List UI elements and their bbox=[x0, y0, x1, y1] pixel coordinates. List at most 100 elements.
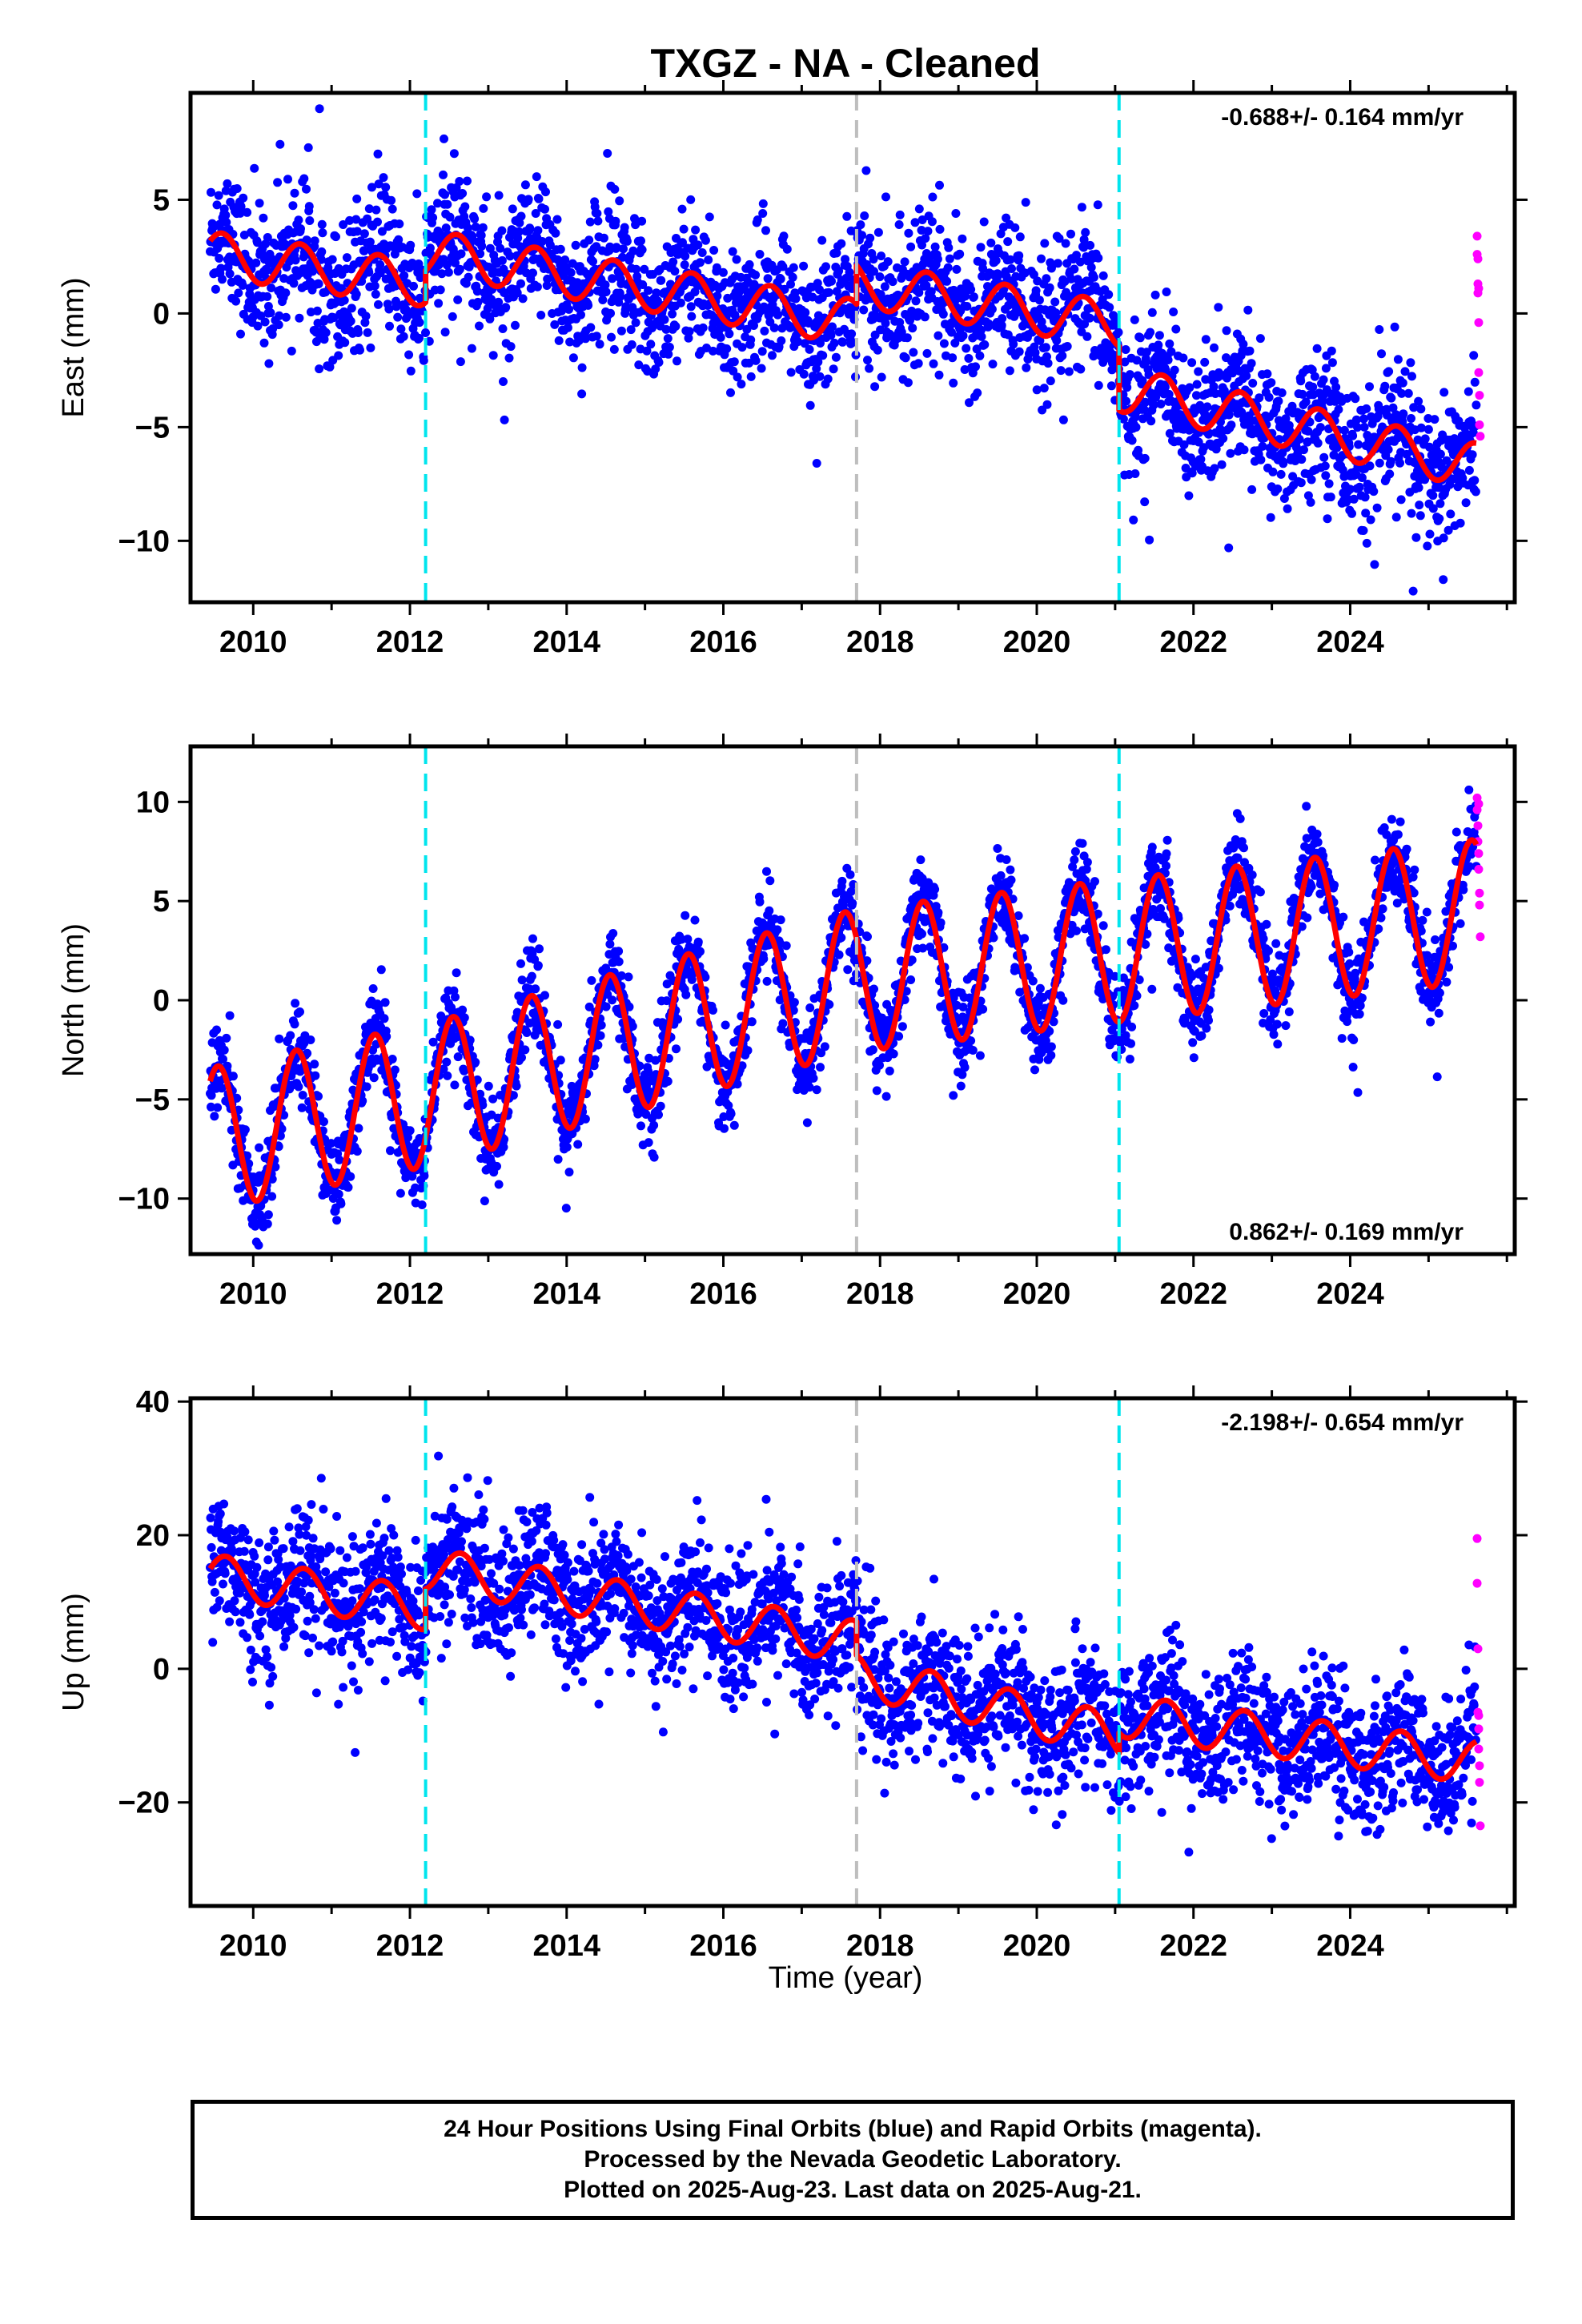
data-point bbox=[498, 324, 508, 333]
data-point bbox=[1035, 336, 1045, 345]
data-point bbox=[596, 1031, 605, 1040]
data-point bbox=[463, 176, 472, 186]
data-point bbox=[563, 323, 572, 332]
data-point bbox=[319, 1117, 328, 1127]
data-point bbox=[480, 1196, 489, 1206]
data-point bbox=[400, 271, 409, 280]
data-point bbox=[1094, 253, 1103, 263]
data-point bbox=[841, 255, 850, 264]
data-point bbox=[295, 313, 304, 323]
data-point bbox=[1375, 458, 1384, 468]
data-point bbox=[564, 304, 573, 314]
data-point bbox=[1324, 479, 1334, 489]
data-point bbox=[673, 1015, 683, 1024]
data-point bbox=[829, 338, 839, 348]
data-point bbox=[1053, 259, 1062, 268]
data-point bbox=[996, 229, 1006, 239]
data-point bbox=[761, 226, 770, 235]
data-point bbox=[475, 321, 484, 331]
data-point bbox=[881, 1092, 891, 1101]
data-point bbox=[336, 1199, 346, 1208]
data-point bbox=[275, 1131, 285, 1140]
data-point bbox=[281, 288, 291, 298]
data-point bbox=[869, 267, 878, 276]
data-point bbox=[1348, 431, 1358, 440]
rapid-data-point bbox=[1475, 391, 1484, 400]
data-point bbox=[938, 309, 948, 319]
data-point bbox=[758, 199, 768, 208]
data-point bbox=[264, 359, 274, 368]
data-point bbox=[211, 284, 220, 294]
data-point bbox=[762, 976, 772, 986]
data-point bbox=[294, 215, 303, 225]
data-point bbox=[1034, 296, 1044, 305]
data-point bbox=[478, 223, 488, 232]
data-point bbox=[386, 1146, 395, 1156]
data-point bbox=[1179, 440, 1189, 449]
data-point bbox=[482, 192, 492, 202]
data-point bbox=[1227, 420, 1236, 430]
data-point bbox=[314, 279, 323, 288]
data-point bbox=[1349, 494, 1359, 504]
data-point bbox=[319, 335, 329, 344]
data-point bbox=[345, 215, 355, 225]
data-point bbox=[210, 1112, 219, 1121]
data-point bbox=[1372, 503, 1382, 513]
data-point bbox=[1106, 381, 1116, 391]
data-point bbox=[1035, 983, 1045, 993]
data-point bbox=[382, 1031, 391, 1041]
data-point bbox=[512, 288, 522, 298]
data-point bbox=[1425, 442, 1434, 452]
data-point bbox=[1468, 450, 1477, 460]
data-point bbox=[1130, 315, 1139, 324]
data-point bbox=[1303, 426, 1313, 436]
data-point bbox=[359, 229, 369, 239]
data-point bbox=[1080, 320, 1090, 329]
data-point bbox=[776, 274, 785, 283]
data-point bbox=[1209, 382, 1219, 392]
data-point bbox=[387, 204, 397, 214]
data-point bbox=[554, 336, 564, 345]
data-point bbox=[1277, 388, 1287, 397]
data-point bbox=[729, 1120, 739, 1130]
data-point bbox=[1192, 380, 1202, 389]
data-point bbox=[1210, 343, 1219, 352]
data-point bbox=[332, 1216, 342, 1225]
data-point bbox=[661, 324, 671, 334]
data-point bbox=[768, 351, 777, 360]
rapid-data-point bbox=[1474, 283, 1484, 293]
data-point bbox=[1273, 485, 1283, 493]
data-point bbox=[1122, 396, 1131, 406]
data-point bbox=[225, 1011, 235, 1020]
data-point bbox=[573, 1140, 583, 1149]
data-point bbox=[1471, 487, 1480, 497]
data-point bbox=[399, 332, 408, 341]
data-point bbox=[234, 288, 243, 298]
data-point bbox=[1056, 366, 1066, 376]
data-point bbox=[1146, 328, 1155, 337]
data-point bbox=[353, 328, 363, 337]
data-point bbox=[1425, 529, 1435, 539]
data-point bbox=[379, 1014, 389, 1023]
data-point bbox=[732, 255, 741, 264]
data-point bbox=[1051, 308, 1061, 318]
data-point bbox=[1021, 198, 1030, 207]
data-point bbox=[755, 250, 765, 259]
data-point bbox=[608, 995, 617, 1005]
data-point bbox=[604, 207, 613, 216]
data-point bbox=[1313, 438, 1323, 448]
data-point bbox=[427, 205, 436, 215]
data-point bbox=[718, 267, 728, 277]
data-point bbox=[757, 347, 767, 356]
data-point bbox=[696, 258, 705, 267]
data-point bbox=[520, 180, 530, 190]
data-point bbox=[1321, 471, 1331, 480]
data-point bbox=[207, 1102, 215, 1112]
data-point bbox=[1187, 468, 1197, 478]
data-point bbox=[1415, 501, 1424, 510]
data-point bbox=[654, 358, 664, 367]
data-point bbox=[644, 1138, 653, 1148]
data-point bbox=[1243, 305, 1253, 315]
data-point bbox=[704, 255, 713, 264]
data-point bbox=[501, 303, 511, 312]
